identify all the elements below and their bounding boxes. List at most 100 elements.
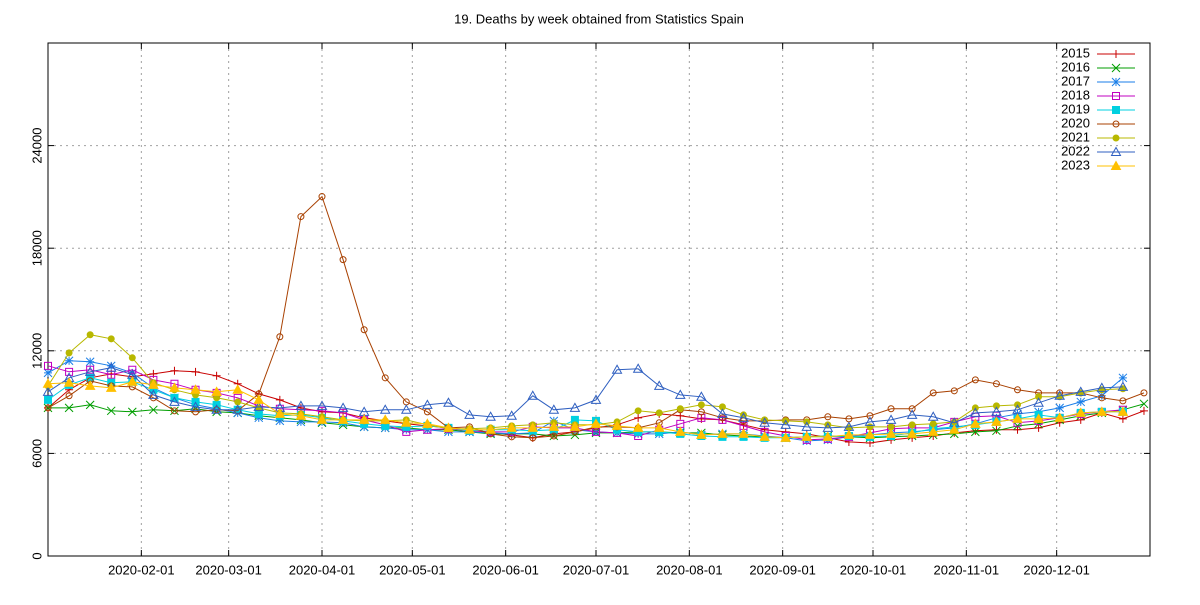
- point: [738, 428, 749, 438]
- series-line: [47, 334, 1123, 430]
- point: [170, 379, 179, 388]
- point: [801, 421, 813, 431]
- point: [1012, 404, 1023, 414]
- legend-label: 2017: [1061, 73, 1090, 88]
- point: [1096, 382, 1108, 392]
- point: [85, 357, 95, 367]
- x-tick-label: 2020-09-01: [749, 562, 816, 577]
- point: [887, 405, 895, 413]
- legend-marker: [1111, 63, 1121, 73]
- point: [634, 407, 642, 415]
- point: [443, 422, 454, 432]
- point: [929, 420, 937, 428]
- point: [234, 398, 242, 406]
- point: [106, 406, 116, 416]
- legend-marker: [1110, 160, 1122, 170]
- point: [84, 366, 96, 376]
- point: [632, 422, 644, 432]
- point: [1013, 425, 1022, 434]
- point: [887, 423, 895, 431]
- x-tick-label: 2020-06-01: [472, 562, 539, 577]
- point: [379, 414, 391, 424]
- point: [1096, 406, 1108, 416]
- point: [759, 431, 770, 441]
- point: [864, 416, 876, 426]
- point: [653, 422, 665, 432]
- legend-marker: [1111, 77, 1121, 87]
- point: [400, 417, 412, 427]
- point: [63, 377, 75, 387]
- point: [824, 413, 832, 421]
- x-tick-label: 2020-05-01: [379, 562, 446, 577]
- point: [191, 367, 200, 376]
- point: [906, 409, 918, 419]
- point: [485, 424, 496, 434]
- point: [169, 396, 180, 406]
- point: [971, 376, 979, 384]
- point: [1034, 423, 1043, 432]
- point: [864, 429, 876, 439]
- point: [1117, 381, 1129, 391]
- point: [339, 408, 348, 417]
- point: [337, 414, 349, 424]
- legend-marker: [1112, 106, 1120, 114]
- point: [885, 414, 897, 424]
- point: [297, 213, 305, 220]
- point: [464, 409, 475, 419]
- point: [443, 397, 454, 407]
- point: [655, 419, 663, 427]
- y-tick-label: 24000: [29, 128, 44, 164]
- point: [1098, 394, 1106, 402]
- legend-label: 2018: [1061, 87, 1090, 102]
- point: [423, 408, 431, 416]
- point: [970, 418, 981, 428]
- point: [906, 428, 918, 438]
- point: [232, 404, 244, 414]
- point: [1118, 414, 1127, 423]
- point: [402, 398, 410, 406]
- point: [169, 382, 180, 392]
- point: [801, 431, 813, 441]
- point: [274, 408, 286, 418]
- legend-label: 2016: [1061, 59, 1090, 74]
- point: [822, 431, 834, 441]
- point: [674, 389, 686, 399]
- point: [254, 409, 263, 418]
- point: [718, 403, 726, 411]
- point: [718, 415, 727, 424]
- x-tick-label: 2020-02-01: [108, 562, 175, 577]
- point: [86, 331, 94, 339]
- x-tick-label: 2020-03-01: [195, 562, 262, 577]
- x-tick-label: 2020-12-01: [1023, 562, 1090, 577]
- point: [296, 417, 306, 427]
- point: [653, 380, 665, 390]
- point: [44, 404, 52, 412]
- point: [148, 389, 159, 399]
- point: [64, 356, 74, 366]
- point: [759, 417, 770, 427]
- point: [1033, 397, 1044, 407]
- point: [105, 382, 117, 392]
- legend-marker: [1110, 146, 1122, 156]
- point: [211, 404, 222, 414]
- point: [927, 411, 939, 421]
- point: [316, 414, 328, 424]
- point: [1119, 397, 1127, 405]
- point: [697, 401, 705, 409]
- point: [43, 368, 53, 378]
- point: [529, 434, 537, 442]
- point: [1076, 397, 1086, 407]
- point: [655, 409, 663, 417]
- chart-title: 19. Deaths by week obtained from Statist…: [454, 11, 744, 26]
- point: [885, 428, 897, 438]
- legend-marker: [1112, 50, 1120, 58]
- point: [971, 427, 980, 437]
- point: [65, 392, 73, 400]
- point: [65, 349, 73, 357]
- legend-marker: [1112, 92, 1120, 100]
- point: [548, 404, 560, 414]
- legend-marker: [1112, 120, 1120, 128]
- point: [253, 394, 265, 404]
- point: [255, 390, 263, 398]
